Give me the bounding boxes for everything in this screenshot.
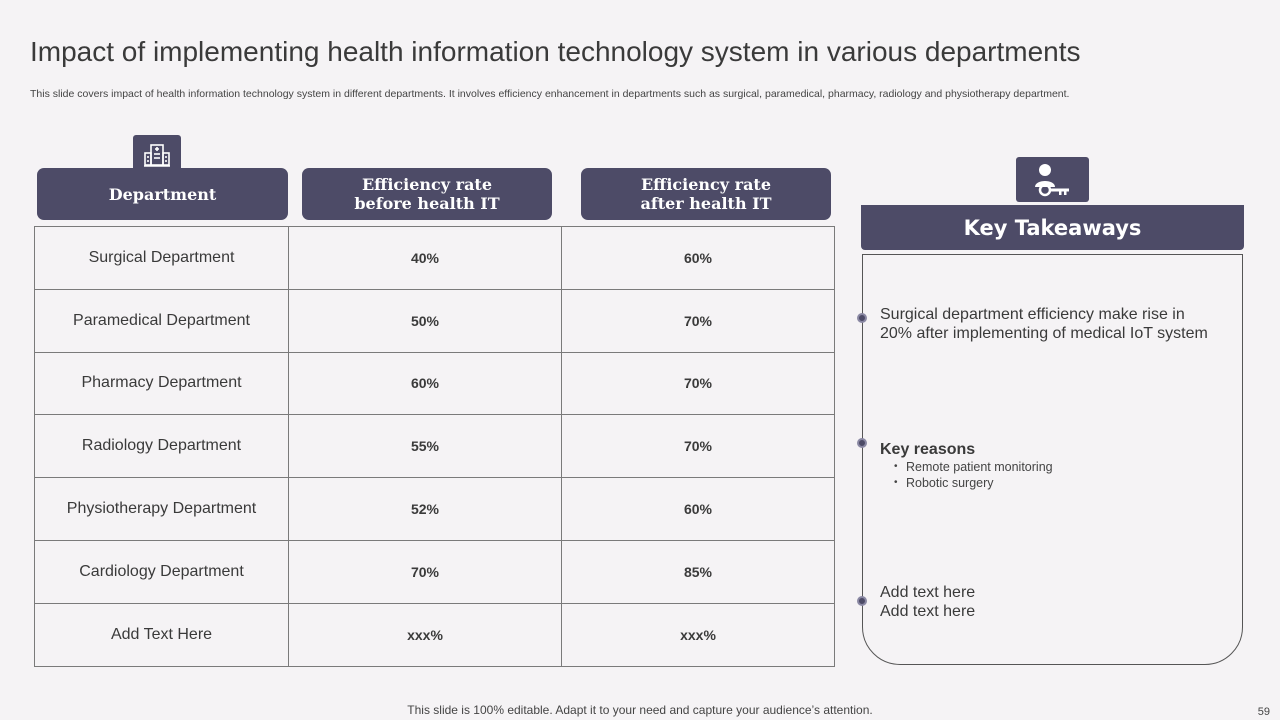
table-row: Paramedical Department 50% 70% xyxy=(34,288,835,353)
column-header-after: Efficiency rate after health IT xyxy=(581,168,831,220)
department-cell: Surgical Department xyxy=(34,226,289,290)
list-item: Remote patient monitoring xyxy=(894,459,1220,475)
department-cell: Paramedical Department xyxy=(34,288,289,353)
department-cell: Add Text Here xyxy=(34,602,289,667)
after-cell: 85% xyxy=(561,539,835,604)
table-row: Physiotherapy Department 52% 60% xyxy=(34,477,835,541)
takeaway-point-1: Surgical department efficiency make rise… xyxy=(880,306,1208,342)
key-reasons-list: Remote patient monitoring Robotic surger… xyxy=(894,459,1220,491)
before-cell: 40% xyxy=(288,226,562,290)
table-row: Surgical Department 40% 60% xyxy=(34,226,835,290)
key-takeaways-panel xyxy=(862,254,1243,665)
column-header-before: Efficiency rate before health IT xyxy=(302,168,552,220)
takeaway-line: Add text here xyxy=(880,603,976,620)
before-cell: 70% xyxy=(288,539,562,604)
takeaway-point-2: Key reasons Remote patient monitoring Ro… xyxy=(880,440,1220,491)
after-cell: 70% xyxy=(561,288,835,353)
before-cell: 52% xyxy=(288,477,562,541)
column-header-department: Department xyxy=(37,168,288,220)
table-row: Radiology Department 55% 70% xyxy=(34,414,835,479)
key-reasons-title: Key reasons xyxy=(880,441,976,458)
efficiency-table: Surgical Department 40% 60% Paramedical … xyxy=(34,226,835,667)
bullet-dot xyxy=(857,438,867,448)
after-cell: 70% xyxy=(561,351,835,416)
before-cell: 50% xyxy=(288,288,562,353)
footer-note: This slide is 100% editable. Adapt it to… xyxy=(407,703,873,717)
table-row: Pharmacy Department 60% 70% xyxy=(34,351,835,416)
department-cell: Physiotherapy Department xyxy=(34,477,289,541)
before-cell: 55% xyxy=(288,414,562,479)
department-cell: Pharmacy Department xyxy=(34,351,289,416)
after-cell: 60% xyxy=(561,226,835,290)
before-cell: xxx% xyxy=(288,602,562,667)
person-key-icon xyxy=(1016,157,1089,202)
after-cell: xxx% xyxy=(561,602,835,667)
takeaway-point-3: Add text here Add text here xyxy=(880,583,1220,621)
page-number: 59 xyxy=(1257,706,1270,718)
department-cell: Cardiology Department xyxy=(34,539,289,604)
list-item: Robotic surgery xyxy=(894,475,1220,491)
key-takeaways-heading: Key Takeaways xyxy=(861,205,1244,250)
table-row: Add Text Here xxx% xxx% xyxy=(34,602,835,667)
table-row: Cardiology Department 70% 85% xyxy=(34,539,835,604)
after-cell: 60% xyxy=(561,477,835,541)
takeaway-line: Add text here xyxy=(880,584,976,601)
page-subtitle: This slide covers impact of health infor… xyxy=(30,88,1070,100)
department-cell: Radiology Department xyxy=(34,414,289,479)
bullet-dot xyxy=(857,596,867,606)
after-cell: 70% xyxy=(561,414,835,479)
page-title: Impact of implementing health informatio… xyxy=(30,36,1081,67)
bullet-dot xyxy=(857,313,867,323)
before-cell: 60% xyxy=(288,351,562,416)
